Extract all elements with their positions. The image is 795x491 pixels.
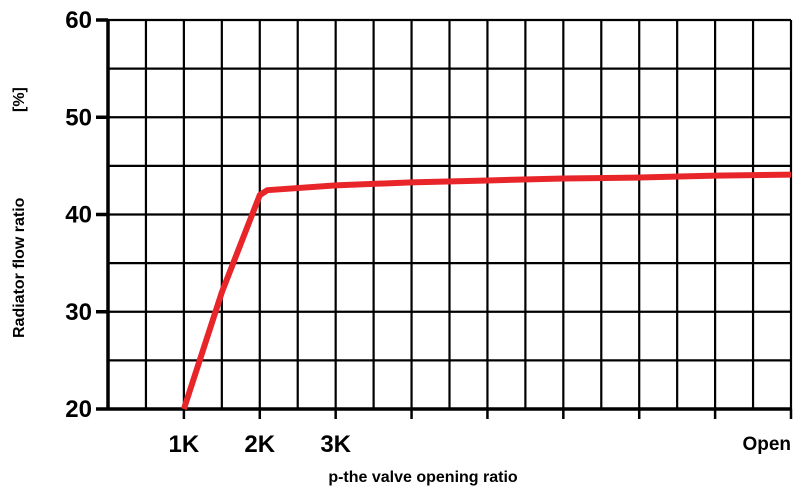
axes	[96, 18, 793, 419]
x-axis-title: p-the valve opening ratio	[328, 469, 518, 486]
y-axis-unit: [%]	[11, 87, 28, 112]
y-axis-title: Radiator flow ratio	[11, 197, 28, 338]
y-tick-label: 50	[65, 104, 92, 131]
y-tick-label: 20	[65, 396, 92, 423]
x-tick-label: 3K	[320, 431, 351, 458]
grid	[108, 20, 791, 409]
x-tick-label: Open	[742, 434, 791, 455]
y-tick-label: 40	[65, 202, 92, 229]
series-line	[181, 171, 792, 410]
x-tick-labels: 1K 2K 3K Open	[169, 431, 791, 458]
x-tick-label: 1K	[169, 431, 200, 458]
series-layer	[181, 171, 792, 410]
y-tick-labels: 20 30 40 50 60	[65, 7, 92, 423]
y-tick-label: 30	[65, 299, 92, 326]
y-tick-label: 60	[65, 7, 92, 34]
x-tick-label: 2K	[244, 431, 275, 458]
